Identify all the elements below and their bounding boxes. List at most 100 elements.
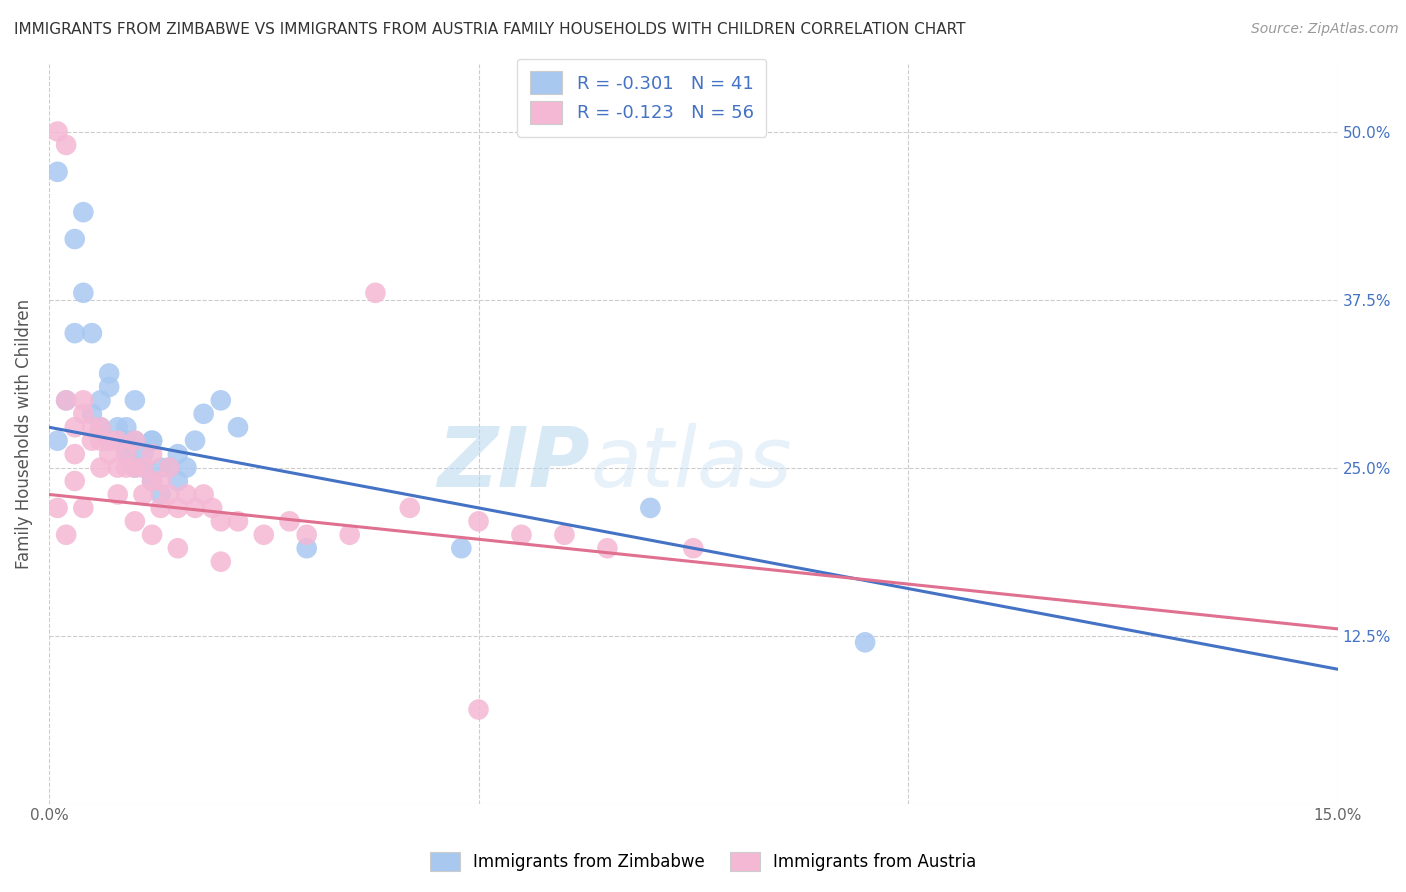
Point	[55, 528, 77, 542]
Point	[55, 393, 77, 408]
Point	[141, 447, 163, 461]
Point	[149, 487, 172, 501]
Point	[141, 528, 163, 542]
Point	[132, 447, 155, 461]
Point	[55, 138, 77, 153]
Point	[467, 514, 489, 528]
Point	[141, 434, 163, 448]
Point	[63, 474, 86, 488]
Point	[72, 407, 94, 421]
Point	[132, 460, 155, 475]
Point	[166, 500, 188, 515]
Point	[278, 514, 301, 528]
Point	[72, 393, 94, 408]
Point	[124, 434, 146, 448]
Point	[98, 447, 121, 461]
Point	[107, 460, 129, 475]
Point	[176, 460, 198, 475]
Point	[80, 326, 103, 340]
Point	[89, 434, 111, 448]
Point	[450, 541, 472, 556]
Point	[107, 487, 129, 501]
Point	[295, 541, 318, 556]
Point	[184, 434, 207, 448]
Point	[596, 541, 619, 556]
Point	[398, 500, 420, 515]
Point	[364, 285, 387, 300]
Point	[107, 434, 129, 448]
Point	[115, 460, 138, 475]
Text: ZIP: ZIP	[437, 423, 591, 504]
Point	[89, 393, 111, 408]
Point	[132, 460, 155, 475]
Point	[226, 420, 249, 434]
Point	[640, 500, 662, 515]
Point	[46, 500, 69, 515]
Point	[853, 635, 876, 649]
Point	[124, 393, 146, 408]
Point	[141, 434, 163, 448]
Point	[193, 487, 215, 501]
Point	[157, 460, 180, 475]
Point	[46, 124, 69, 138]
Point	[201, 500, 224, 515]
Point	[72, 285, 94, 300]
Point	[132, 487, 155, 501]
Point	[46, 165, 69, 179]
Point	[80, 407, 103, 421]
Y-axis label: Family Households with Children: Family Households with Children	[15, 299, 32, 569]
Point	[193, 407, 215, 421]
Point	[157, 460, 180, 475]
Point	[98, 434, 121, 448]
Point	[166, 541, 188, 556]
Point	[467, 702, 489, 716]
Point	[141, 474, 163, 488]
Text: Source: ZipAtlas.com: Source: ZipAtlas.com	[1251, 22, 1399, 37]
Point	[63, 326, 86, 340]
Point	[149, 474, 172, 488]
Point	[184, 500, 207, 515]
Point	[89, 460, 111, 475]
Point	[98, 380, 121, 394]
Point	[63, 420, 86, 434]
Point	[510, 528, 533, 542]
Point	[63, 447, 86, 461]
Point	[166, 447, 188, 461]
Text: atlas: atlas	[591, 423, 792, 504]
Point	[682, 541, 704, 556]
Point	[63, 232, 86, 246]
Point	[72, 500, 94, 515]
Point	[107, 434, 129, 448]
Point	[124, 460, 146, 475]
Legend: R = -0.301   N = 41, R = -0.123   N = 56: R = -0.301 N = 41, R = -0.123 N = 56	[517, 59, 766, 136]
Point	[55, 393, 77, 408]
Point	[124, 460, 146, 475]
Point	[209, 514, 232, 528]
Point	[553, 528, 575, 542]
Point	[124, 514, 146, 528]
Point	[107, 420, 129, 434]
Point	[115, 434, 138, 448]
Point	[226, 514, 249, 528]
Point	[339, 528, 361, 542]
Point	[98, 367, 121, 381]
Point	[80, 434, 103, 448]
Point	[176, 487, 198, 501]
Point	[253, 528, 276, 542]
Point	[89, 420, 111, 434]
Point	[141, 474, 163, 488]
Point	[149, 460, 172, 475]
Point	[166, 474, 188, 488]
Point	[209, 555, 232, 569]
Point	[89, 420, 111, 434]
Point	[124, 434, 146, 448]
Point	[115, 447, 138, 461]
Point	[46, 434, 69, 448]
Point	[115, 447, 138, 461]
Point	[149, 500, 172, 515]
Legend: Immigrants from Zimbabwe, Immigrants from Austria: Immigrants from Zimbabwe, Immigrants fro…	[422, 843, 984, 880]
Point	[80, 420, 103, 434]
Point	[157, 487, 180, 501]
Text: IMMIGRANTS FROM ZIMBABWE VS IMMIGRANTS FROM AUSTRIA FAMILY HOUSEHOLDS WITH CHILD: IMMIGRANTS FROM ZIMBABWE VS IMMIGRANTS F…	[14, 22, 966, 37]
Point	[98, 434, 121, 448]
